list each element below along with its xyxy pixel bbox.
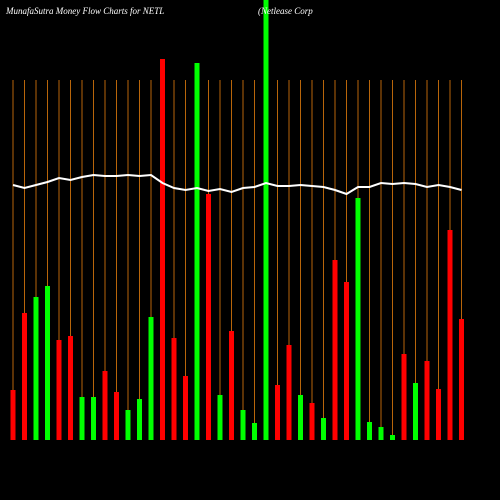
bar (79, 397, 85, 440)
bar (240, 410, 246, 440)
bar (298, 395, 303, 440)
bar (332, 260, 338, 440)
bar (447, 230, 453, 440)
bar (286, 345, 292, 440)
bar (102, 371, 108, 440)
bar (229, 331, 234, 440)
bar (45, 286, 50, 440)
bar (148, 317, 154, 440)
chart-subtitle: (Netlease Corp (258, 6, 313, 16)
bar (33, 297, 39, 440)
bar (125, 410, 131, 440)
bar (321, 418, 326, 440)
bar (160, 59, 165, 440)
chart-title: MunafaSutra Money Flow Charts for NETL (5, 6, 164, 16)
bar (10, 390, 16, 440)
bar (56, 340, 62, 440)
bar (22, 313, 27, 440)
bar (344, 282, 349, 440)
bar (459, 319, 464, 440)
bar (91, 397, 96, 440)
bar (114, 392, 119, 440)
flow-line (12, 173, 462, 196)
bar (68, 336, 73, 440)
bar (194, 63, 200, 440)
bar (206, 194, 211, 440)
bar (183, 376, 188, 440)
bar (263, 0, 269, 440)
bar (378, 427, 384, 440)
bar (413, 383, 418, 440)
bar (401, 354, 407, 440)
bar (436, 389, 441, 440)
bar (309, 403, 315, 440)
bars (10, 0, 464, 440)
bar (424, 361, 430, 440)
bar (217, 395, 223, 440)
bar (367, 422, 372, 440)
bar (275, 385, 280, 440)
bar (390, 435, 395, 440)
bar (171, 338, 177, 440)
bar (355, 198, 361, 440)
bar (137, 399, 142, 440)
bar (252, 423, 257, 440)
